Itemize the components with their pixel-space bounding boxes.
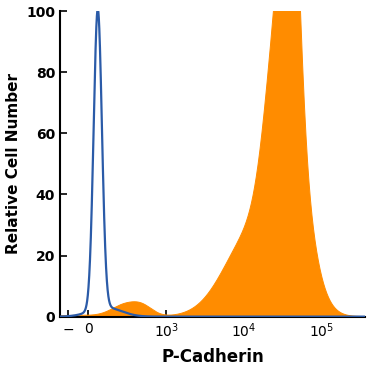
Y-axis label: Relative Cell Number: Relative Cell Number <box>6 73 20 254</box>
X-axis label: P-Cadherin: P-Cadherin <box>161 349 264 366</box>
